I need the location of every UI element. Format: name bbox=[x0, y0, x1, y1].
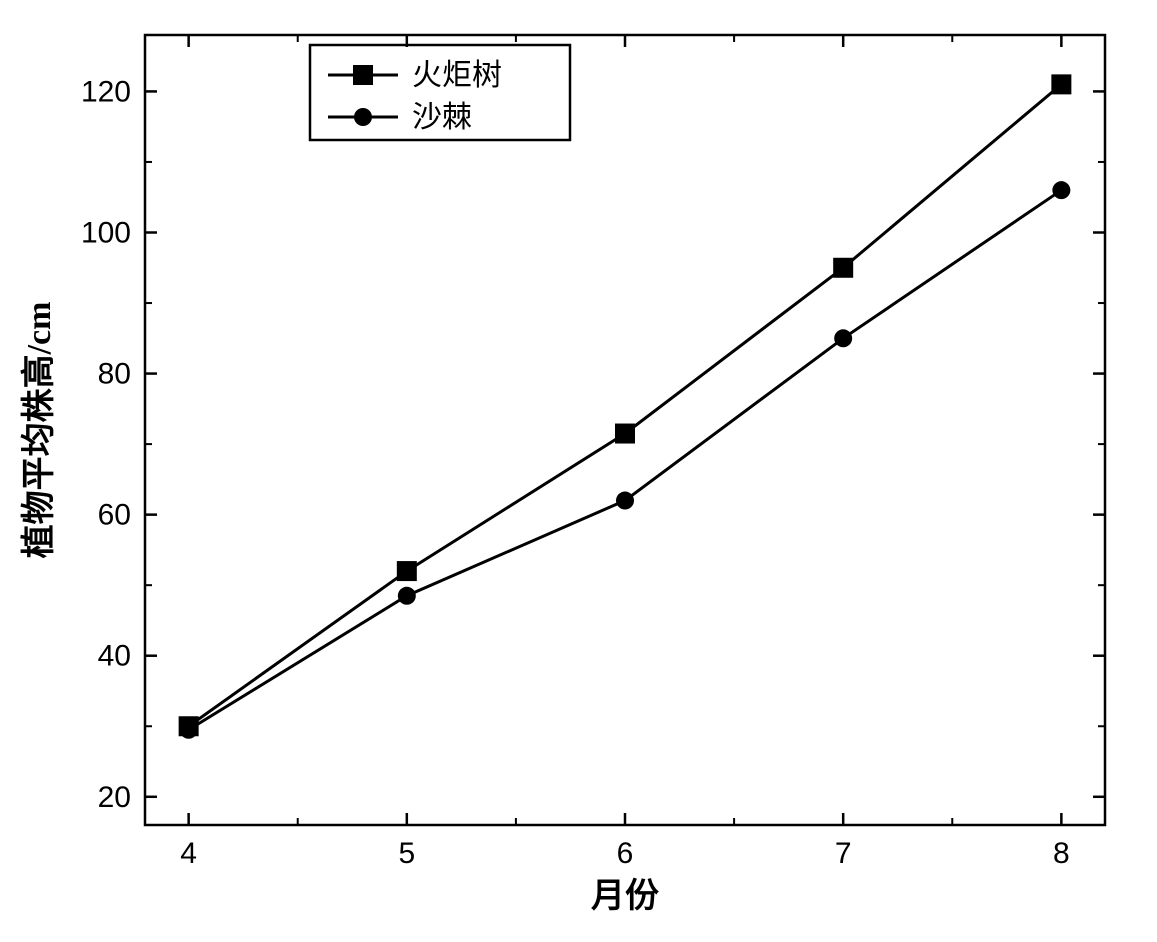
series-marker-circle bbox=[398, 587, 416, 605]
x-tick-label: 6 bbox=[617, 837, 634, 870]
y-tick-label: 80 bbox=[98, 358, 131, 391]
legend-marker-circle bbox=[354, 108, 372, 126]
x-tick-label: 4 bbox=[180, 837, 197, 870]
y-tick-label: 20 bbox=[98, 781, 131, 814]
legend-label: 沙棘 bbox=[412, 101, 472, 134]
series-line-0 bbox=[189, 84, 1062, 726]
legend-marker-square bbox=[353, 65, 373, 85]
series-marker-square bbox=[397, 561, 417, 581]
series-marker-square bbox=[1051, 74, 1071, 94]
y-tick-label: 120 bbox=[81, 75, 131, 108]
chart-container: 4 5 6 7 8 20 40 60 80 100 120 月份 植物平均株高/cm 火炬树沙棘 bbox=[0, 0, 1157, 942]
series-marker-circle bbox=[180, 721, 198, 739]
x-tick-label: 7 bbox=[835, 837, 852, 870]
y-tick-label: 100 bbox=[81, 217, 131, 250]
x-tick-label: 5 bbox=[398, 837, 415, 870]
series-marker-circle bbox=[834, 329, 852, 347]
series-marker-square bbox=[833, 258, 853, 278]
y-tick-label: 60 bbox=[98, 499, 131, 532]
x-tick-label: 8 bbox=[1053, 837, 1070, 870]
chart-svg: 4 5 6 7 8 20 40 60 80 100 120 月份 植物平均株高/cm 火炬树沙棘 bbox=[0, 0, 1157, 942]
y-axis-label: 植物平均株高/cm bbox=[20, 302, 58, 559]
x-axis-label: 月份 bbox=[591, 877, 659, 915]
y-tick-label: 40 bbox=[98, 640, 131, 673]
series-line-1 bbox=[189, 190, 1062, 730]
series-marker-square bbox=[615, 424, 635, 444]
series-marker-circle bbox=[616, 492, 634, 510]
series-marker-circle bbox=[1052, 181, 1070, 199]
legend-label: 火炬树 bbox=[412, 59, 502, 92]
